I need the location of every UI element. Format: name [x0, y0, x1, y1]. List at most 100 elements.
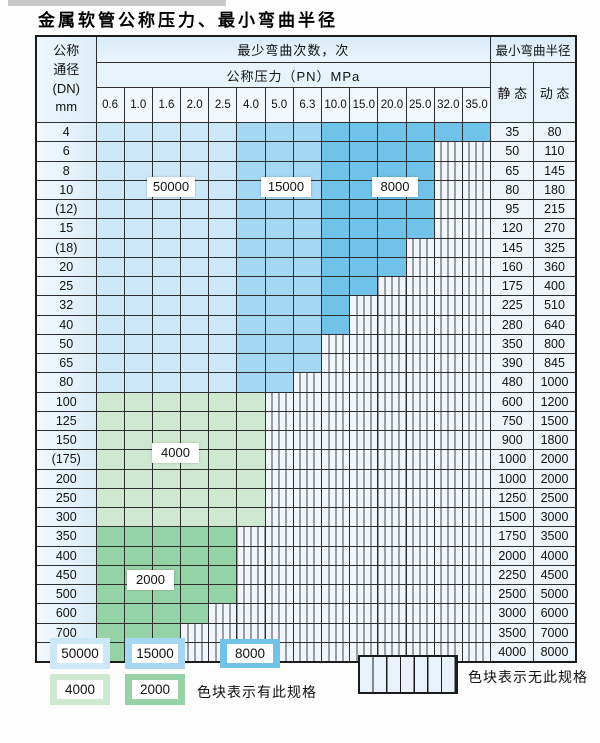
static-radius-value: 3500 [490, 622, 535, 643]
legend-available-note: 色块表示有此规格 [197, 684, 317, 700]
spec-available-cell [151, 352, 182, 374]
table-body: 4 35 80 6 50 110 8 65 145 10 80 180 (12) 95 215 15 120 27… [35, 121, 577, 663]
no-spec-cell [377, 603, 407, 624]
spec-available-cell [236, 333, 266, 355]
dn-value: 65 [35, 352, 97, 374]
dn-value: 400 [35, 545, 97, 566]
no-spec-cell [433, 622, 463, 643]
spec-available-cell [264, 333, 294, 355]
static-radius-value: 1000 [490, 468, 535, 489]
dn-value: 4 [35, 121, 97, 143]
no-spec-cell [236, 583, 266, 605]
spec-available-cell [95, 487, 125, 509]
table-row: 65 390 845 [35, 352, 577, 374]
spec-available-cell [208, 237, 238, 258]
no-spec-cell [377, 391, 407, 412]
no-spec-cell [405, 429, 435, 451]
dn-value: 800 [35, 641, 97, 663]
spec-available-cell [292, 141, 323, 162]
cycles-label-8000: 8000 [372, 177, 418, 197]
pressure-tick: 10.0 [320, 87, 351, 123]
spec-available-cell [180, 352, 210, 374]
spec-available-cell [208, 468, 238, 489]
dn-value: 50 [35, 333, 97, 355]
pressure-tick: 2.0 [180, 87, 210, 123]
spec-available-cell [180, 603, 210, 624]
spec-available-cell [208, 487, 238, 509]
spec-available-cell [208, 275, 238, 297]
no-spec-cell [377, 275, 407, 297]
no-spec-cell [405, 526, 435, 547]
spec-available-cell [151, 275, 182, 297]
no-spec-cell [405, 391, 435, 412]
corner-line-4: mm [55, 99, 78, 115]
corner-header-dn: 公称 通径 (DN) mm [35, 35, 97, 123]
spec-available-cell [123, 121, 153, 143]
spec-available-cell [180, 487, 210, 509]
spec-available-cell [180, 506, 210, 528]
no-spec-cell [264, 410, 294, 432]
dn-value: 32 [35, 295, 97, 316]
table-row: 8 65 145 [35, 160, 577, 181]
table-row: 400 2000 4000 [35, 545, 577, 566]
spec-available-cell [151, 410, 182, 432]
no-spec-cell [433, 352, 463, 374]
spec-available-cell [208, 160, 238, 181]
table-row: 15 120 270 [35, 218, 577, 239]
no-spec-cell [264, 622, 294, 643]
spec-available-cell [320, 275, 351, 297]
spec-available-cell [123, 314, 153, 335]
no-spec-cell [461, 141, 492, 162]
spec-available-cell [236, 429, 266, 451]
no-spec-cell [377, 449, 407, 470]
spec-available-cell [320, 198, 351, 220]
no-spec-cell [377, 333, 407, 355]
no-spec-cell [320, 449, 351, 470]
legend-swatch-2000: 2000 [125, 674, 185, 705]
spec-available-cell [123, 603, 153, 624]
spec-available-cell [292, 160, 323, 181]
no-spec-cell [292, 468, 323, 489]
dn-value: 250 [35, 487, 97, 509]
spec-available-cell [151, 121, 182, 143]
spec-available-cell [236, 391, 266, 412]
pressure-tick: 35.0 [461, 87, 492, 123]
no-spec-cell [433, 372, 463, 393]
no-spec-cell [208, 603, 238, 624]
no-spec-cell [461, 391, 492, 412]
no-spec-cell [236, 545, 266, 566]
dynamic-radius-value: 510 [533, 295, 577, 316]
legend-swatch-4000: 4000 [50, 674, 110, 705]
table-row: 4 35 80 [35, 121, 577, 143]
spec-available-cell [95, 295, 125, 316]
no-spec-cell [377, 352, 407, 374]
spec-available-cell [292, 256, 323, 278]
dynamic-column-header: 动 态 [533, 62, 577, 123]
dn-value: 80 [35, 372, 97, 393]
spec-available-cell [292, 218, 323, 239]
table-row: 150 900 1800 [35, 429, 577, 451]
no-spec-cell [236, 603, 266, 624]
no-spec-cell [236, 622, 266, 643]
no-spec-cell [461, 333, 492, 355]
no-spec-cell [292, 622, 323, 643]
pressure-tick: 15.0 [349, 87, 379, 123]
spec-available-cell [405, 141, 435, 162]
no-spec-cell [433, 545, 463, 566]
static-radius-value: 350 [490, 333, 535, 355]
no-spec-cell [433, 564, 463, 586]
no-spec-cell [320, 622, 351, 643]
spec-available-cell [123, 449, 153, 470]
no-spec-cell [236, 641, 266, 663]
spec-available-cell [292, 352, 323, 374]
dynamic-radius-value: 360 [533, 256, 577, 278]
no-spec-cell [461, 526, 492, 547]
spec-available-cell [95, 237, 125, 258]
no-spec-cell [292, 391, 323, 412]
dn-value: 350 [35, 526, 97, 547]
spec-available-cell [151, 237, 182, 258]
static-radius-value: 2250 [490, 564, 535, 586]
spec-available-cell [377, 218, 407, 239]
no-spec-cell [264, 468, 294, 489]
no-spec-cell [377, 583, 407, 605]
